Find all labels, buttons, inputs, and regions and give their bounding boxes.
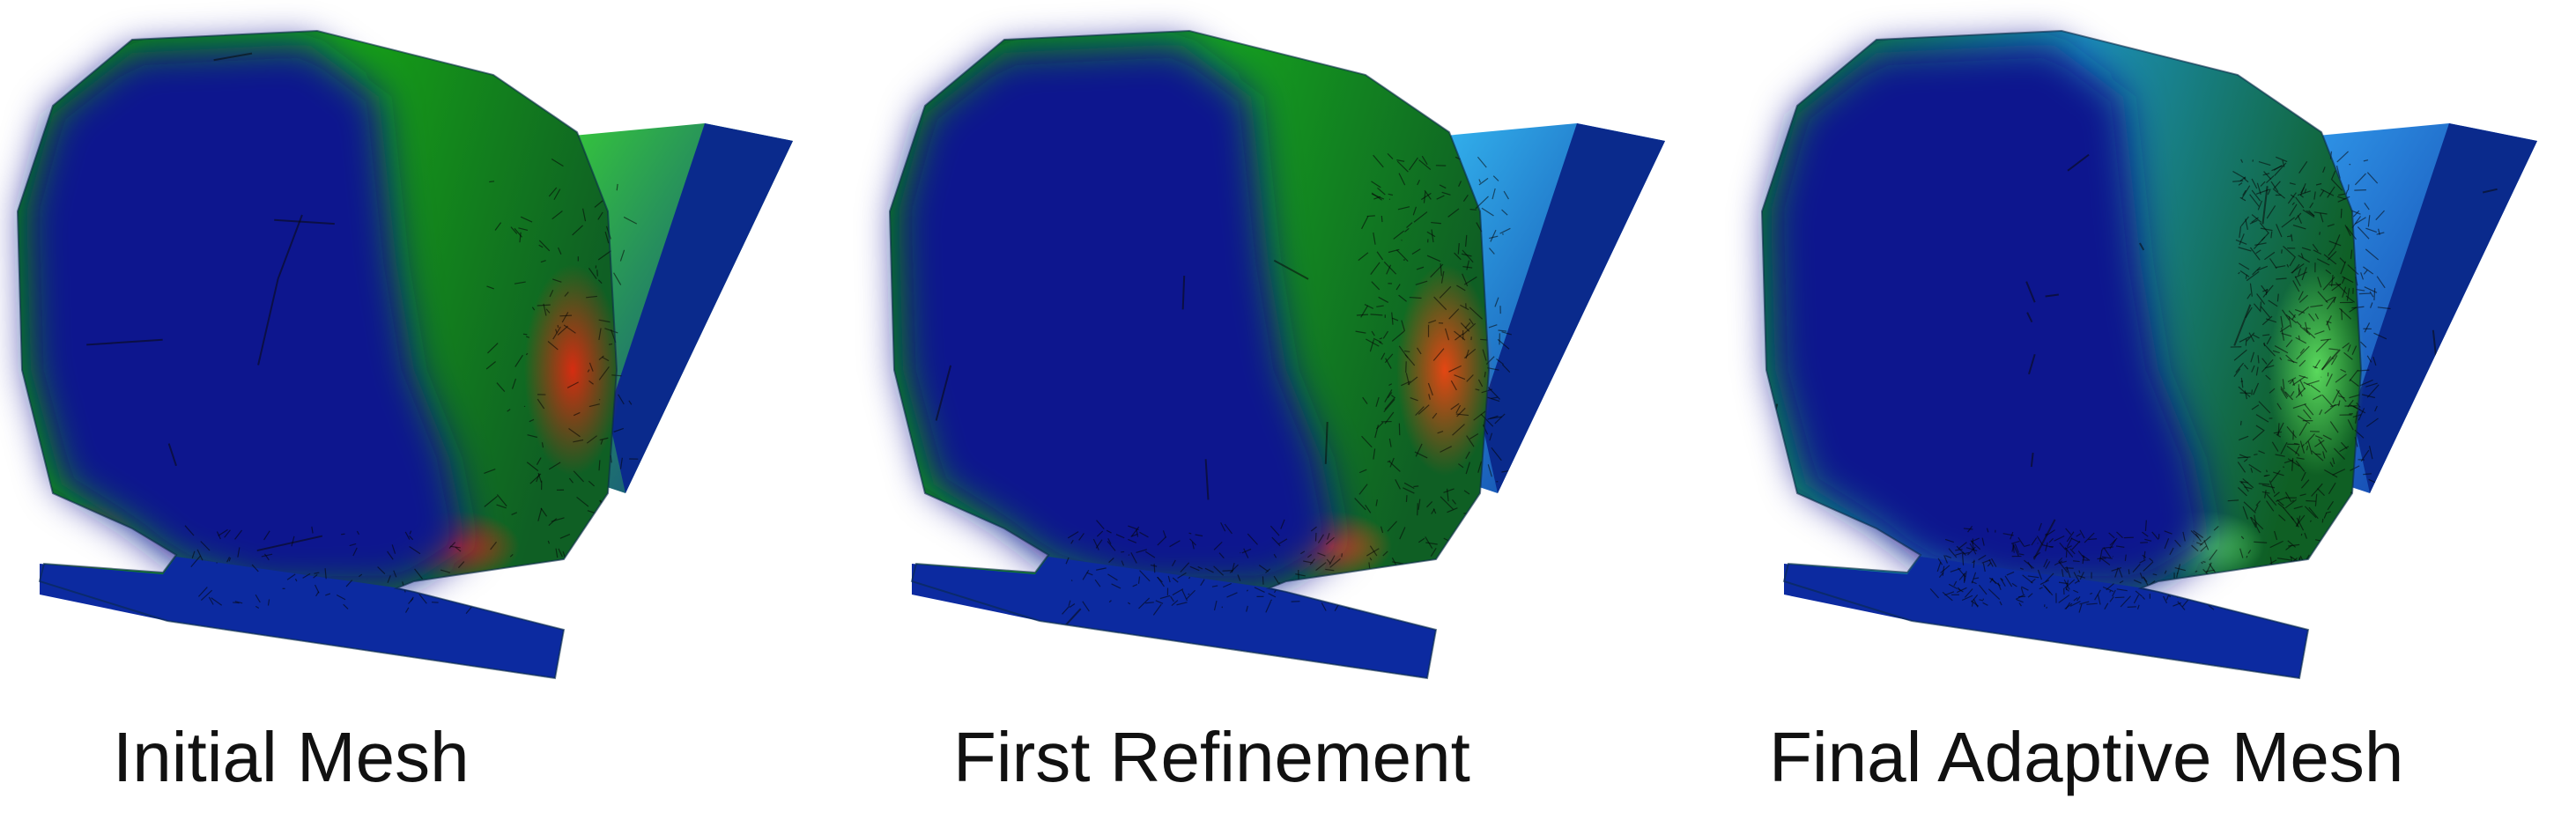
caption-first-refinement: First Refinement — [953, 718, 1470, 796]
mesh-render-initial — [16, 29, 793, 680]
caption-initial-mesh: Initial Mesh — [113, 718, 470, 796]
refined-mesh-lines — [184, 158, 639, 615]
low-value-region — [1771, 44, 2211, 590]
panel-initial-mesh: Initial Mesh — [0, 0, 859, 820]
mesh-render-first-refinement — [888, 29, 1665, 680]
base-plate — [912, 557, 1436, 678]
panel-final-adaptive-mesh: Final Adaptive Mesh — [1744, 0, 2576, 820]
extrusion-wedge-face — [1480, 123, 1665, 493]
panel-first-refinement: First Refinement — [872, 0, 1731, 820]
caption-final-adaptive-mesh: Final Adaptive Mesh — [1769, 718, 2404, 796]
base-plate — [1784, 557, 2308, 678]
mesh-render-final-adaptive — [1760, 29, 2537, 680]
low-value-region — [26, 44, 467, 590]
base-plate — [40, 557, 564, 678]
refined-mesh-lines — [1062, 152, 1516, 616]
extrusion-wedge-face — [2352, 123, 2537, 493]
low-value-region — [899, 44, 1339, 590]
extrusion-wedge-face — [608, 123, 793, 493]
